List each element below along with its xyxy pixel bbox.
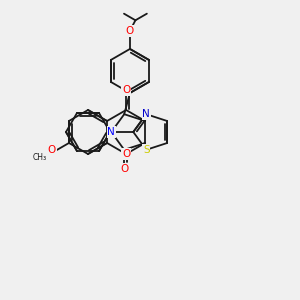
Text: O: O [126, 26, 134, 36]
Text: N: N [107, 127, 115, 137]
Text: N: N [142, 109, 150, 119]
Text: S: S [143, 145, 149, 155]
Text: O: O [120, 164, 128, 174]
Text: O: O [122, 85, 130, 95]
Text: CH₃: CH₃ [33, 153, 47, 162]
Text: O: O [47, 145, 56, 155]
Text: O: O [122, 149, 130, 159]
